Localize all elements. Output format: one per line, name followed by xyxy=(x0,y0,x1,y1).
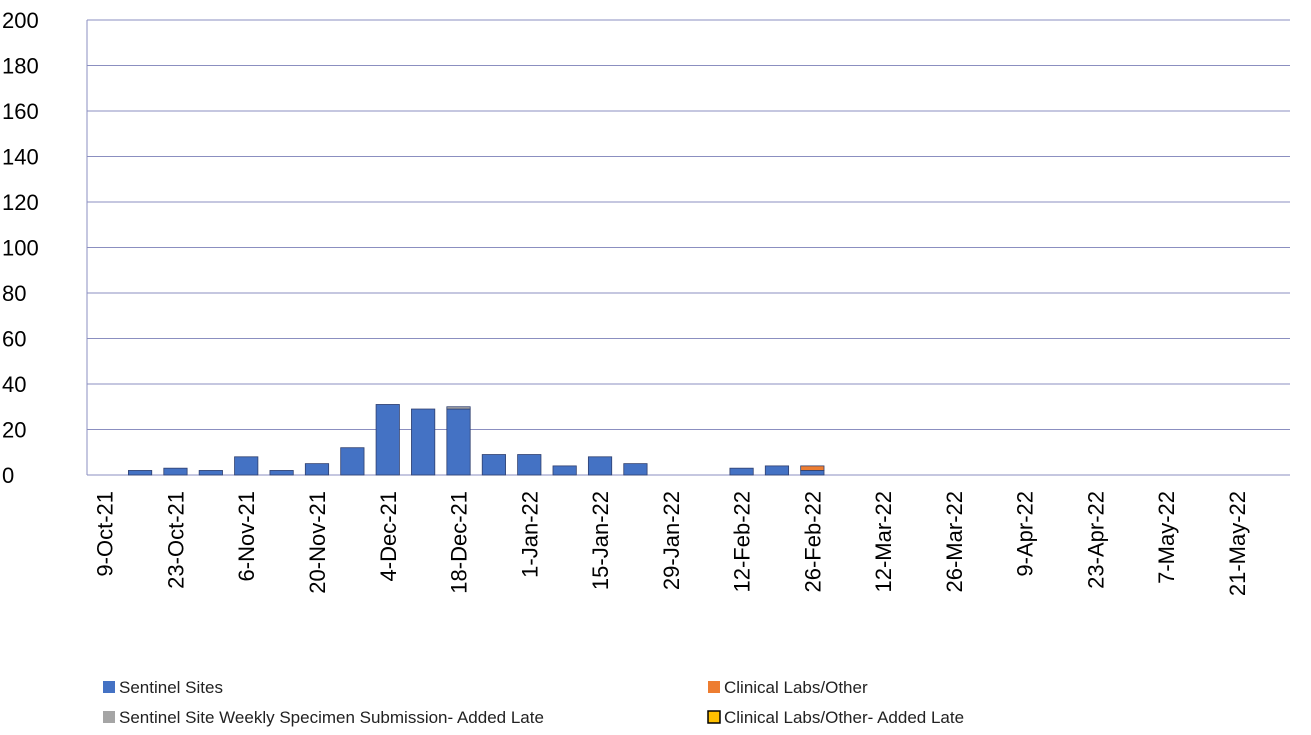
legend-label: Sentinel Sites xyxy=(119,678,223,697)
bar-segment xyxy=(587,456,613,476)
legend-swatch xyxy=(707,710,721,724)
x-tick-label: 15-Jan-22 xyxy=(588,491,613,590)
legend-label: Clinical Labs/Other- Added Late xyxy=(724,708,964,727)
x-tick-label: 23-Apr-22 xyxy=(1083,491,1108,589)
bar-segment xyxy=(304,463,330,476)
bar-segment xyxy=(446,408,471,476)
bar-segment xyxy=(800,465,825,471)
bar-segment xyxy=(411,408,436,476)
y-tick-label: 200 xyxy=(2,8,39,33)
bar-segment xyxy=(729,467,754,476)
bar-segment xyxy=(481,454,506,476)
bar-segment xyxy=(163,467,188,476)
bar-segment xyxy=(198,470,223,476)
x-tick-label: 26-Mar-22 xyxy=(942,491,967,592)
y-tick-label: 180 xyxy=(2,54,39,79)
bar-segment xyxy=(375,404,400,476)
x-tick-label: 29-Jan-22 xyxy=(659,491,684,590)
bar-segment xyxy=(340,447,365,476)
bar-segment xyxy=(552,465,577,476)
x-tick-label: 23-Oct-21 xyxy=(163,491,188,589)
x-tick-label: 4-Dec-21 xyxy=(376,491,401,581)
bar-segment xyxy=(764,465,790,476)
y-tick-label: 0 xyxy=(2,463,14,488)
y-tick-label: 140 xyxy=(2,145,39,170)
legend-label: Sentinel Site Weekly Specimen Submission… xyxy=(119,708,544,727)
x-tick-label: 21-May-22 xyxy=(1225,491,1250,596)
bar-segment xyxy=(234,456,259,476)
y-tick-label: 120 xyxy=(2,190,39,215)
x-tick-label: 26-Feb-22 xyxy=(800,491,825,593)
bar-segment xyxy=(623,463,648,476)
bar-segment xyxy=(517,454,542,476)
bar-segment xyxy=(800,470,825,476)
bar-segment xyxy=(269,470,294,476)
y-tick-label: 40 xyxy=(2,372,26,397)
legend-swatch xyxy=(103,681,115,693)
y-tick-label: 100 xyxy=(2,236,39,261)
x-tick-label: 12-Mar-22 xyxy=(871,491,896,592)
y-tick-label: 160 xyxy=(2,99,39,124)
x-tick-label: 9-Apr-22 xyxy=(1013,491,1038,577)
legend-label: Clinical Labs/Other xyxy=(724,678,868,697)
legend-swatch xyxy=(708,681,720,693)
y-tick-label: 20 xyxy=(2,418,26,443)
x-tick-label: 9-Oct-21 xyxy=(93,491,118,577)
x-tick-label: 18-Dec-21 xyxy=(447,491,472,594)
legend-swatch xyxy=(103,711,115,723)
y-tick-label: 80 xyxy=(2,281,26,306)
x-tick-label: 1-Jan-22 xyxy=(517,491,542,578)
x-tick-label: 20-Nov-21 xyxy=(305,491,330,594)
x-tick-label: 7-May-22 xyxy=(1154,491,1179,584)
bar-segment xyxy=(446,406,471,410)
bar-segment xyxy=(127,470,153,476)
x-tick-label: 6-Nov-21 xyxy=(234,491,259,581)
x-tick-label: 12-Feb-22 xyxy=(730,491,755,593)
y-tick-label: 60 xyxy=(2,327,26,352)
